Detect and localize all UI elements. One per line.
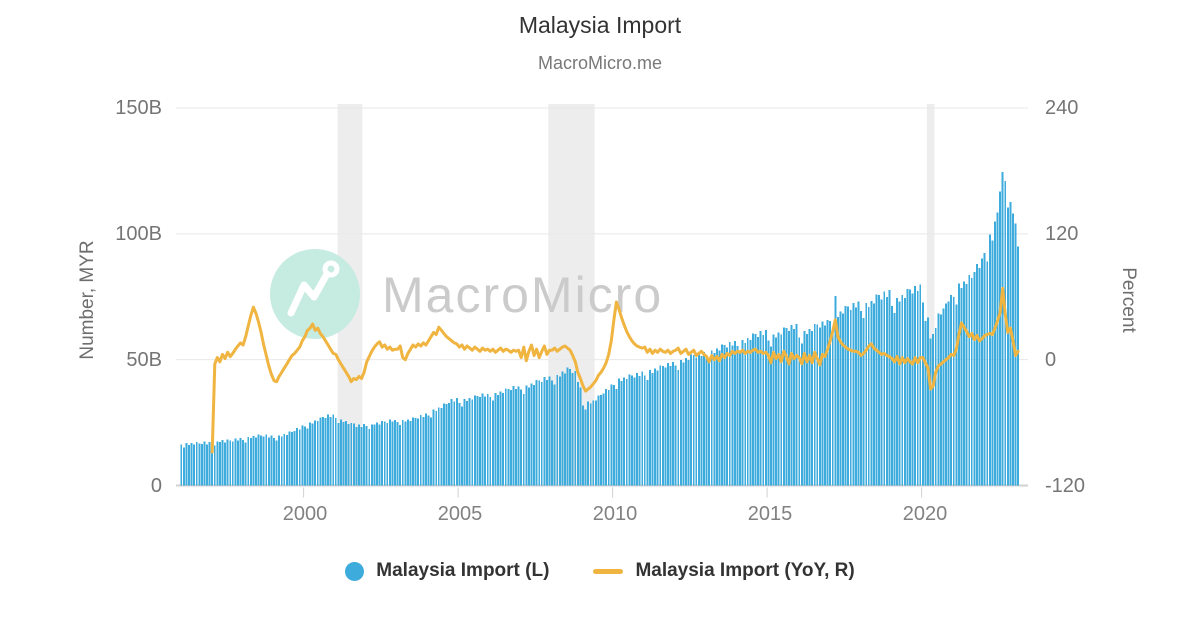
chart-title: Malaysia Import bbox=[518, 12, 682, 38]
import-bars-series[interactable] bbox=[180, 171, 1020, 486]
legend-label-yoy: Malaysia Import (YoY, R) bbox=[635, 560, 855, 581]
right-axis-tick: 120 bbox=[1045, 222, 1079, 245]
right-axis-title: Percent bbox=[1118, 267, 1139, 333]
legend-marker-circle-icon bbox=[345, 561, 365, 581]
left-axis-tick: 100B bbox=[115, 222, 162, 245]
chart-subtitle: MacroMicro.me bbox=[537, 53, 662, 73]
left-axis-tick: 0 bbox=[150, 474, 162, 497]
legend-item-import[interactable]: Malaysia Import (L) bbox=[345, 560, 549, 582]
left-axis-tick: 150B bbox=[115, 97, 162, 119]
x-axis-tick: 2000 bbox=[282, 503, 328, 525]
x-axis-tick: 2015 bbox=[747, 503, 793, 525]
legend: Malaysia Import (L) Malaysia Import (YoY… bbox=[0, 560, 1200, 582]
left-axis-tick: 50B bbox=[126, 348, 162, 371]
x-axis-tick: 2020 bbox=[902, 503, 948, 525]
logo-dot-glyph bbox=[322, 260, 340, 278]
x-axis-tick: 2010 bbox=[592, 503, 638, 525]
left-axis-title: Number, MYR bbox=[77, 240, 98, 360]
legend-marker-line-icon bbox=[593, 568, 624, 574]
watermark: MacroMicro bbox=[270, 249, 661, 339]
yoy-line-series[interactable] bbox=[210, 286, 1020, 454]
logo-mountain-glyph bbox=[287, 270, 331, 317]
legend-label-import: Malaysia Import (L) bbox=[376, 560, 550, 581]
x-axis-tick: 2005 bbox=[437, 503, 483, 525]
legend-item-yoy[interactable]: Malaysia Import (YoY, R) bbox=[593, 560, 855, 582]
right-axis-tick: -120 bbox=[1045, 474, 1086, 497]
right-axis-tick: 0 bbox=[1045, 348, 1057, 371]
right-axis-tick: 240 bbox=[1045, 97, 1079, 119]
x-axis-tick-marks bbox=[303, 487, 923, 498]
